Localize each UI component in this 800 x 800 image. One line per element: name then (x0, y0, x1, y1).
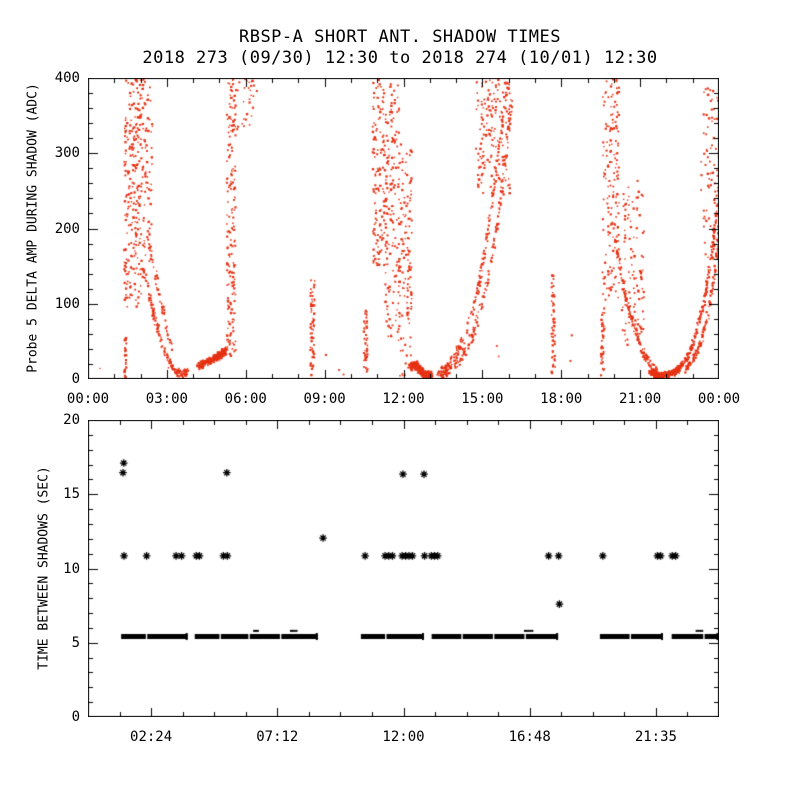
y-tick-label: 300 (54, 145, 80, 162)
y-tick-label: 0 (71, 371, 80, 387)
x-tick-label: 21:00 (619, 391, 662, 407)
x-tick-label: 02:24 (130, 729, 173, 745)
y-tick-label: 400 (54, 70, 80, 86)
x-tick-label: 16:48 (508, 729, 551, 745)
chart-subtitle: 2018 273 (09/30) 12:30 to 2018 274 (10/0… (142, 48, 658, 68)
bottom-panel-points-canvas (88, 420, 719, 717)
x-tick-label: 00:00 (66, 391, 110, 407)
x-tick-label: 09:00 (303, 391, 346, 407)
x-tick-label: 12:00 (382, 391, 425, 407)
y-tick-label: 200 (54, 220, 80, 237)
x-tick-label: 00:00 (697, 391, 741, 407)
x-tick-label: 12:00 (382, 729, 425, 745)
x-tick-label: 15:00 (461, 391, 504, 407)
y-tick-label: 100 (54, 295, 80, 312)
top-scatter-panel (88, 78, 719, 379)
y-tick-label: 0 (71, 709, 80, 725)
chart-title: RBSP-A SHORT ANT. SHADOW TIMES (238, 27, 562, 47)
y-tick-label: 5 (71, 634, 80, 651)
x-tick-label: 06:00 (224, 391, 267, 407)
y-tick-label: 15 (63, 486, 80, 503)
y-tick-label: 10 (63, 560, 80, 577)
top-panel-points-canvas (88, 78, 719, 379)
y-tick-label: 20 (63, 412, 80, 428)
x-tick-label: 07:12 (256, 729, 299, 745)
x-tick-label: 21:35 (634, 729, 677, 745)
x-tick-label: 18:00 (540, 391, 583, 407)
bottom-scatter-panel (88, 420, 719, 717)
x-tick-label: 03:00 (145, 391, 188, 407)
